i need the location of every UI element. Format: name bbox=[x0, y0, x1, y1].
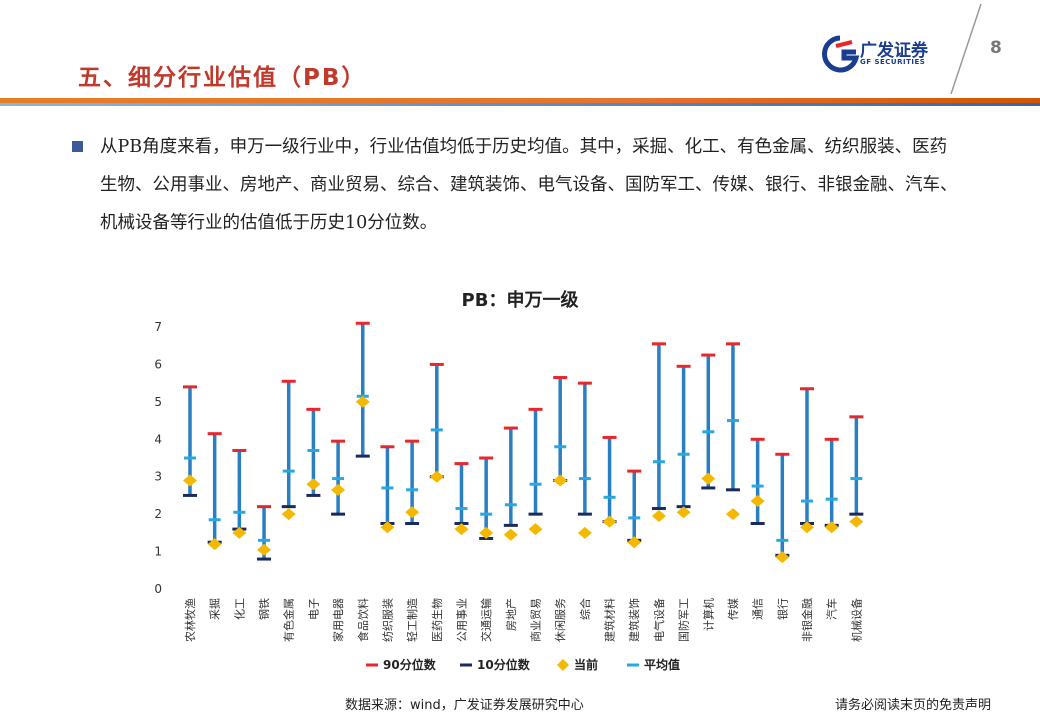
y-axis: 0 1 2 3 4 5 6 7 bbox=[154, 320, 162, 596]
current-point bbox=[651, 510, 666, 523]
y-tick-label: 2 bbox=[154, 507, 162, 521]
current-point bbox=[725, 508, 740, 521]
current-point bbox=[380, 521, 395, 534]
current-point bbox=[331, 483, 346, 496]
y-tick-label: 6 bbox=[154, 357, 162, 371]
pb-range-chart: PB：申万一级 0 1 2 3 4 5 6 7 农林牧渔 采掘 化工 钢铁 有色金属 电子 家用电器 食品饮… bbox=[154, 289, 864, 672]
current-point bbox=[528, 523, 543, 536]
category-label: 轻工制造 bbox=[405, 598, 419, 642]
data-source: 数据来源：wind，广发证券发展研究中心 bbox=[345, 698, 584, 713]
y-tick-label: 7 bbox=[154, 320, 162, 334]
category-label: 食品饮料 bbox=[356, 598, 370, 642]
category-label: 国防军工 bbox=[677, 598, 691, 642]
current-point bbox=[627, 536, 642, 549]
category-label: 机械设备 bbox=[849, 598, 863, 642]
y-tick-label: 4 bbox=[154, 432, 162, 446]
category-label: 汽车 bbox=[825, 598, 839, 620]
bullet-square-icon bbox=[72, 141, 83, 152]
category-label: 电子 bbox=[307, 598, 320, 620]
category-label: 农林牧渔 bbox=[183, 598, 197, 642]
category-label: 电气设备 bbox=[652, 598, 666, 642]
category-label: 传媒 bbox=[727, 598, 740, 620]
current-point bbox=[676, 506, 691, 519]
current-point bbox=[232, 526, 247, 539]
current-point bbox=[701, 472, 716, 485]
legend-label: 10分位数 bbox=[477, 657, 531, 672]
current-point bbox=[355, 395, 370, 408]
legend-label: 平均值 bbox=[644, 657, 680, 672]
category-label: 计算机 bbox=[701, 598, 715, 631]
category-label: 建筑材料 bbox=[603, 598, 617, 642]
x-axis-labels: 农林牧渔 采掘 化工 钢铁 有色金属 电子 家用电器 食品饮料 纺织服装 轻工制造 医药生物 公用事业… bbox=[183, 598, 863, 642]
category-label: 钢铁 bbox=[258, 598, 271, 620]
page-title: 五、细分行业估值（PB） bbox=[78, 65, 367, 91]
current-point bbox=[454, 523, 469, 536]
current-point bbox=[183, 474, 197, 487]
logo-subtext: GF SECURITIES bbox=[860, 58, 926, 66]
category-label: 交通运输 bbox=[479, 598, 493, 642]
category-label: 化工 bbox=[232, 598, 246, 620]
legend-label: 当前 bbox=[574, 657, 598, 672]
legend-current-swatch bbox=[557, 659, 569, 671]
current-point bbox=[429, 470, 444, 483]
category-label: 家用电器 bbox=[331, 598, 345, 642]
category-label: 纺织服装 bbox=[380, 598, 394, 642]
summary-paragraph: 从PB角度来看，申万一级行业中，行业估值均低于历史均值。其中，采掘、化工、有色金… bbox=[100, 137, 958, 233]
header-rule-orange bbox=[0, 98, 1040, 103]
gf-logo-icon bbox=[822, 35, 860, 73]
current-point bbox=[849, 515, 864, 528]
category-label: 休闲服务 bbox=[553, 598, 567, 642]
legend: 90分位数 10分位数 当前 平均值 bbox=[366, 657, 680, 672]
current-point bbox=[503, 528, 518, 541]
current-point bbox=[750, 495, 765, 508]
category-label: 有色金属 bbox=[282, 598, 296, 642]
category-label: 非银金融 bbox=[800, 598, 814, 642]
current-point bbox=[479, 526, 494, 539]
category-label: 银行 bbox=[775, 598, 789, 620]
current-point bbox=[775, 551, 790, 564]
header-rule-blue bbox=[0, 103, 1040, 106]
current-point bbox=[207, 538, 222, 551]
header-divider bbox=[950, 4, 982, 94]
y-tick-label: 5 bbox=[154, 395, 162, 409]
category-label: 公用事业 bbox=[455, 598, 468, 642]
category-label: 通信 bbox=[752, 598, 765, 620]
page-number: 8 bbox=[990, 38, 1002, 58]
current-point bbox=[553, 474, 568, 487]
current-point bbox=[405, 506, 420, 519]
current-point bbox=[306, 478, 321, 491]
category-label: 房地产 bbox=[504, 598, 518, 631]
y-tick-label: 0 bbox=[154, 582, 162, 596]
current-point bbox=[602, 515, 617, 528]
category-label: 商业贸易 bbox=[529, 598, 543, 642]
category-label: 采掘 bbox=[208, 598, 222, 620]
current-point bbox=[824, 521, 839, 534]
category-label: 医药生物 bbox=[430, 598, 444, 642]
chart-title: PB：申万一级 bbox=[462, 289, 580, 311]
logo-text: 广发证券 bbox=[860, 41, 928, 61]
y-tick-label: 3 bbox=[154, 470, 162, 484]
category-label: 综合 bbox=[578, 598, 592, 620]
plot-area bbox=[183, 321, 864, 564]
current-point bbox=[281, 508, 296, 521]
category-label: 建筑装饰 bbox=[627, 598, 641, 642]
current-point bbox=[800, 521, 814, 534]
current-point bbox=[577, 526, 592, 539]
current-point bbox=[257, 543, 272, 556]
y-tick-label: 1 bbox=[154, 545, 162, 559]
disclaimer: 请务必阅读末页的免责声明 bbox=[835, 698, 992, 713]
legend-label: 90分位数 bbox=[383, 657, 437, 672]
